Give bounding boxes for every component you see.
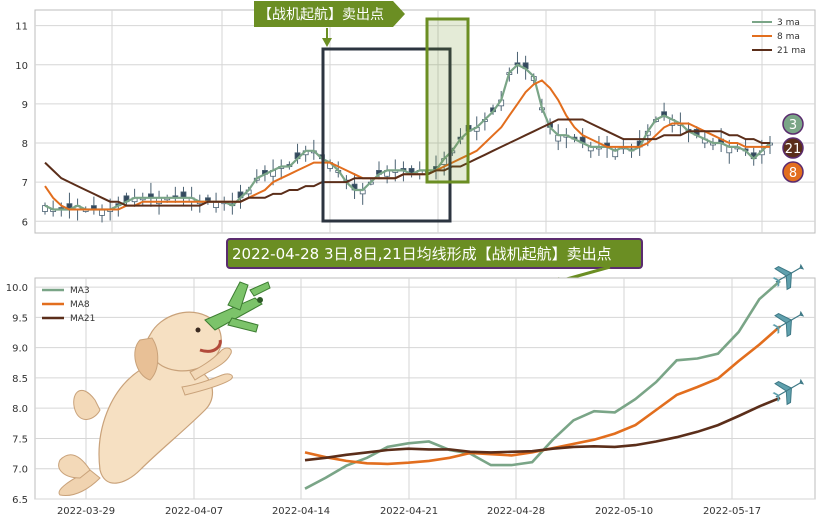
top-legend-label: 8 ma (777, 32, 800, 42)
sell-tag-text: 【战机起航】卖出点 (258, 7, 384, 23)
sell-point-tag: 【战机起航】卖出点 (254, 1, 405, 27)
plane-icon (772, 378, 805, 406)
top-y-axis: 6 7 8 9 10 11 (15, 22, 28, 229)
bottom-y-tick-label: 6.5 (12, 495, 28, 506)
signal-banner: 2022-04-28 3日,8日,21日均线形成【战机起航】卖出点 (226, 238, 643, 269)
bottom-x-tick-label: 2022-04-28 (487, 506, 545, 517)
dog-illustration-icon (58, 311, 233, 497)
bottom-x-axis: 2022-03-29 2022-04-07 2022-04-14 2022-04-21… (57, 506, 761, 517)
top-series-line-3-ma (44, 63, 771, 211)
top-grid (35, 10, 815, 233)
top-y-tick-label: 8 (22, 139, 28, 150)
bottom-x-tick-label: 2022-03-29 (57, 506, 115, 517)
bottom-y-tick-label: 9.0 (12, 344, 28, 355)
bottom-y-tick-label: 8.5 (12, 374, 28, 385)
bottom-x-tick-label: 2022-05-17 (703, 506, 761, 517)
top-y-tick-label: 7 (22, 178, 28, 189)
marker-3: 3 (782, 113, 804, 135)
marker-21: 21 (782, 137, 804, 159)
top-legend-label: 21 ma (777, 46, 806, 56)
bottom-y-tick-label: 7.0 (12, 465, 28, 476)
top-y-tick-label: 10 (15, 61, 28, 72)
bottom-ma-lines (304, 280, 781, 490)
bottom-x-tick-label: 2022-04-21 (380, 506, 438, 517)
top-plot-area (34, 9, 816, 234)
bottom-x-tick-label: 2022-04-07 (165, 506, 223, 517)
bottom-y-axis: 6.5 7.0 7.5 8.0 8.5 9.0 9.5 10.0 (6, 283, 28, 506)
top-legend-label: 3 ma (777, 18, 800, 28)
bottom-legend: MA3 MA8 MA21 (42, 286, 95, 324)
marker-3-text: 3 (789, 118, 797, 133)
bottom-series-line-MA21 (304, 396, 781, 462)
top-y-tick-label: 11 (15, 22, 28, 33)
buy-zone-box (321, 47, 452, 223)
bottom-x-tick-label: 2022-05-10 (595, 506, 653, 517)
marker-8: 8 (782, 161, 804, 183)
marker-8-text: 8 (789, 166, 797, 181)
top-y-tick-label: 9 (22, 100, 28, 111)
bottom-y-tick-label: 8.0 (12, 404, 28, 415)
bottom-y-tick-label: 7.5 (12, 434, 28, 445)
bottom-x-tick-label: 2022-04-14 (272, 506, 330, 517)
plane-icon (772, 310, 805, 338)
top-ma-lines (44, 63, 771, 211)
top-legend: 3 ma 8 ma 21 ma (752, 18, 806, 56)
sell-zone-box (425, 17, 470, 184)
bottom-legend-label: MA3 (70, 286, 90, 296)
bottom-legend-label: MA8 (70, 300, 90, 310)
banner-text: 2022-04-28 3日,8日,21日均线形成【战机起航】卖出点 (232, 245, 612, 263)
marker-21-text: 21 (785, 142, 802, 157)
plane-icon (772, 263, 805, 291)
bottom-y-tick-label: 10.0 (6, 283, 28, 294)
top-series-line-21-ma (44, 118, 770, 207)
arrow-down-icon (322, 28, 332, 47)
top-y-tick-label: 6 (22, 217, 28, 228)
toy-plane-icon (204, 281, 271, 333)
bottom-y-tick-label: 9.5 (12, 313, 28, 324)
bottom-legend-label: MA21 (70, 314, 95, 324)
